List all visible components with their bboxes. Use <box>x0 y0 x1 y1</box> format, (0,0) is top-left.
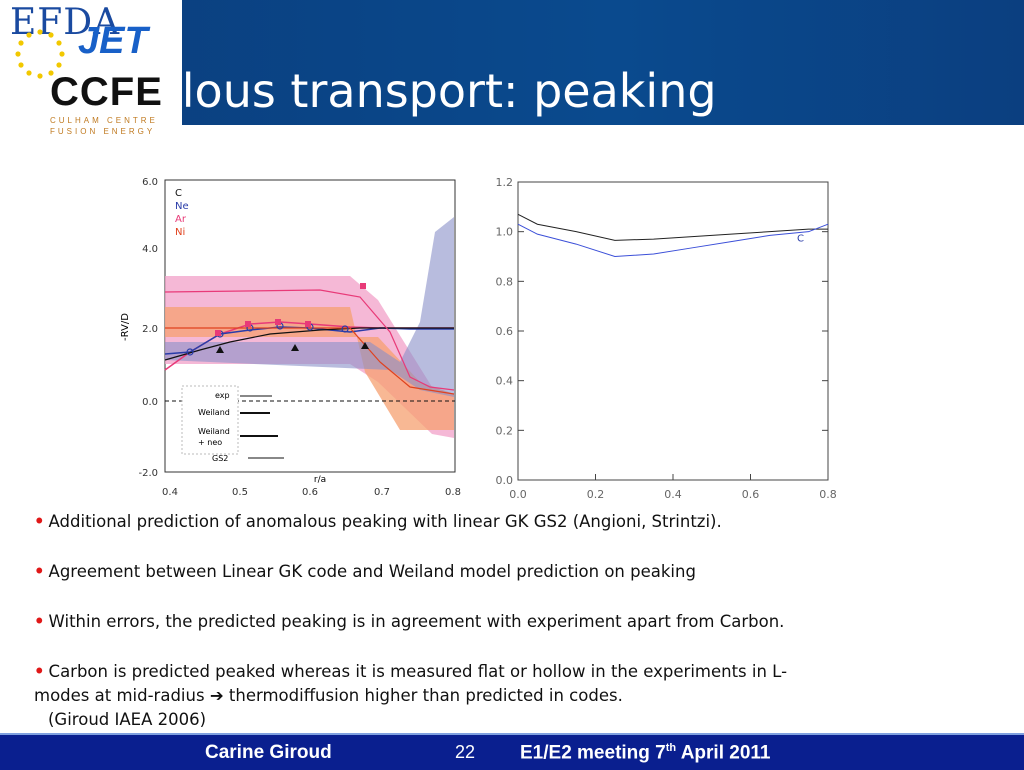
footer-author: Carine Giroud <box>205 742 332 763</box>
x-tick-label: 0.8 <box>819 488 837 501</box>
left-ytick: 4.0 <box>142 244 158 255</box>
y-tick-label: 1.0 <box>496 226 514 239</box>
eu-stars-icon <box>15 29 65 79</box>
bullet-text: Agreement between Linear GK code and Wei… <box>48 562 696 581</box>
bullet-list: • Additional prediction of anomalous peak… <box>34 510 994 732</box>
reference-text: (Giroud IAEA 2006) <box>48 710 207 729</box>
left-xlabel: r/a <box>314 475 326 485</box>
species-label-ne: Ne <box>175 201 189 212</box>
bullet-text: Within errors, the predicted peaking is … <box>48 612 785 631</box>
left-ytick: 6.0 <box>142 177 158 188</box>
x-tick-label: 0.2 <box>587 488 605 501</box>
left-xtick: 0.5 <box>232 487 248 498</box>
left-ylabel: -RV/D <box>120 313 131 341</box>
logo-panel: EFDA JET CCFE CULHAM CENTRE FUSION ENERG… <box>0 0 182 140</box>
bullet-text: thermodiffusion higher than predicted in… <box>228 686 623 705</box>
y-tick-label: 0.4 <box>496 375 514 388</box>
left-xtick: 0.6 <box>302 487 318 498</box>
y-tick-label: 0.0 <box>496 474 514 487</box>
arrow-right-icon: ➔ <box>209 686 224 705</box>
bullet-dot: • <box>34 512 45 531</box>
species-label-ar: Ar <box>175 214 187 225</box>
bullet-text: Carbon is predicted peaked whereas it is… <box>48 662 788 681</box>
ccfe-logo: CCFE <box>50 70 163 114</box>
x-tick-label: 0.0 <box>509 488 527 501</box>
left-ytick: 2.0 <box>142 324 158 335</box>
peaking-chart-right: 0.0 0.2 0.4 0.6 0.8 1.0 1.2 0.0 0.2 0.4 0.6 0.8 C <box>496 176 837 501</box>
legend-weiland-neo: Weiland <box>198 427 230 436</box>
bullet-text: modes at mid-radius <box>34 686 205 705</box>
legend-weiland: Weiland <box>198 408 230 417</box>
y-tick-label: 0.2 <box>496 424 514 437</box>
left-xtick: 0.4 <box>162 487 178 498</box>
ccfe-subtitle-1: CULHAM CENTRE <box>50 116 158 125</box>
jet-logo: JET <box>78 20 148 62</box>
left-xtick: 0.8 <box>445 487 461 498</box>
y-tick-label: 1.2 <box>496 176 514 189</box>
footer-meeting: E1/E2 meeting 7th April 2011 <box>520 742 771 764</box>
bullet-dot: • <box>34 662 45 681</box>
bullet-dot: • <box>34 562 45 581</box>
x-tick-label: 0.6 <box>742 488 760 501</box>
chart-annotation-c: C <box>797 234 804 245</box>
left-ytick: 0.0 <box>142 397 158 408</box>
y-tick-label: 0.8 <box>496 275 514 288</box>
legend-exp: exp <box>215 391 230 400</box>
species-label-c: C <box>175 188 182 199</box>
legend-gs2: GS2 <box>212 454 228 463</box>
series-line-1 <box>517 213 828 241</box>
left-xtick: 0.7 <box>374 487 390 498</box>
x-tick-label: 0.4 <box>664 488 682 501</box>
peaking-figure-left: C Ne Ar Ni exp Weiland Weiland + neo GS2… <box>120 177 461 498</box>
series-line-2 <box>517 223 829 258</box>
legend-plus-neo: + neo <box>198 438 222 447</box>
footer-bar: Carine Giroud 22 E1/E2 meeting 7th April… <box>0 733 1024 770</box>
footer-page-number: 22 <box>455 742 476 762</box>
left-ytick: -2.0 <box>138 468 158 479</box>
ccfe-subtitle-2: FUSION ENERGY <box>50 127 156 136</box>
y-tick-label: 0.6 <box>496 325 514 338</box>
bullet-item: • Agreement between Linear GK code and We… <box>34 560 994 584</box>
species-label-ni: Ni <box>175 227 185 238</box>
bullet-item: • Additional prediction of anomalous peak… <box>34 510 994 534</box>
bullet-item: • Carbon is predicted peaked whereas it i… <box>34 660 994 732</box>
bullet-dot: • <box>34 612 45 631</box>
bullet-item: • Within errors, the predicted peaking is… <box>34 610 994 634</box>
bullet-text: Additional prediction of anomalous peaki… <box>48 512 722 531</box>
